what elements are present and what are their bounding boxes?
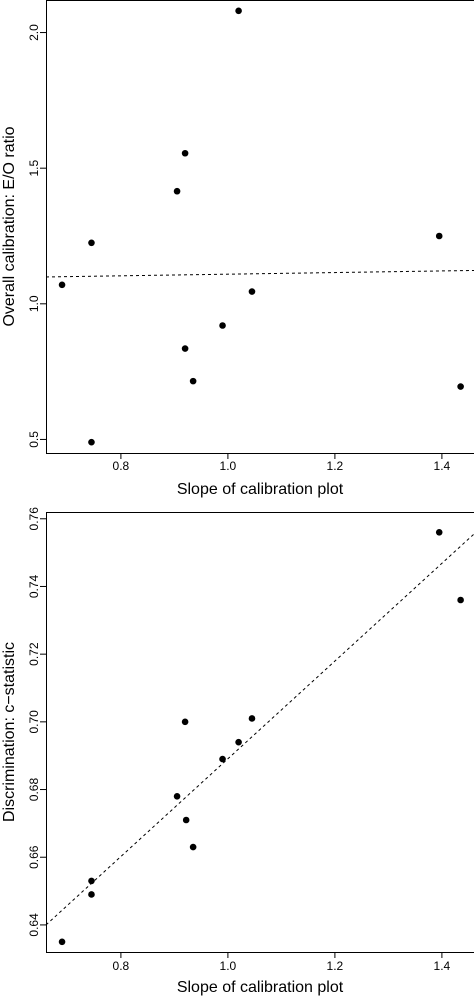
data-point bbox=[219, 755, 226, 763]
data-point bbox=[181, 718, 189, 726]
x-tick-label: 0.8 bbox=[113, 459, 130, 473]
data-point bbox=[58, 938, 66, 946]
data-point bbox=[219, 322, 226, 329]
data-point bbox=[189, 377, 197, 385]
x-tick-label: 1.0 bbox=[220, 459, 237, 473]
data-point bbox=[181, 149, 189, 157]
y-tick-label: 1.5 bbox=[27, 160, 41, 177]
y-tick-label: 0.66 bbox=[27, 845, 41, 869]
data-point bbox=[88, 438, 95, 446]
data-point bbox=[173, 187, 181, 195]
data-point bbox=[88, 239, 95, 247]
data-point bbox=[248, 715, 256, 722]
data-point bbox=[88, 877, 95, 885]
y-tick-label: 0.70 bbox=[27, 710, 41, 734]
y-tick-label: 0.76 bbox=[27, 507, 41, 531]
x-tick-label: 1.2 bbox=[327, 459, 344, 473]
y-tick-label: 0.68 bbox=[27, 778, 41, 802]
x-tick-label: 0.8 bbox=[113, 959, 130, 973]
data-point bbox=[248, 288, 256, 295]
y-axis-label: Overall calibration: E/O ratio bbox=[1, 126, 18, 326]
data-point bbox=[88, 891, 95, 898]
data-point bbox=[235, 7, 242, 15]
chart-panel-1: 0.8 1.0 1.2 1.4 0.5 1.0 1.5 2.0 Slope of calibra… bbox=[1, 0, 474, 498]
data-point bbox=[457, 596, 464, 604]
chart-panel-2: 0.8 1.0 1.2 1.4 0.64 0.66 0.68 0.70 0.72 0.74 0.76… bbox=[1, 507, 474, 996]
data-point bbox=[182, 816, 190, 824]
y-tick-label: 0.72 bbox=[27, 642, 41, 666]
trend-line bbox=[45, 533, 474, 926]
data-point bbox=[173, 793, 181, 800]
data-point bbox=[457, 383, 464, 390]
y-tick-label: 1.0 bbox=[27, 295, 41, 312]
trend-line bbox=[45, 269, 474, 278]
x-tick-label: 1.4 bbox=[434, 459, 451, 473]
y-tick-label: 0.74 bbox=[27, 574, 41, 598]
data-point bbox=[189, 843, 197, 851]
y-axis-label: Discrimination: c−statistic bbox=[1, 642, 18, 822]
data-point bbox=[58, 281, 66, 289]
data-point bbox=[235, 738, 242, 746]
y-tick-label: 0.5 bbox=[27, 431, 41, 448]
y-tick-label: 2.0 bbox=[27, 24, 41, 41]
data-point bbox=[181, 345, 189, 352]
x-tick-label: 1.0 bbox=[220, 959, 237, 973]
x-axis-label: Slope of calibration plot bbox=[177, 481, 344, 498]
y-tick-label: 0.64 bbox=[27, 913, 41, 937]
x-tick-label: 1.2 bbox=[327, 959, 344, 973]
data-point bbox=[435, 232, 443, 240]
data-point bbox=[435, 529, 443, 536]
x-axis-label: Slope of calibration plot bbox=[177, 979, 344, 996]
x-tick-label: 1.4 bbox=[434, 959, 451, 973]
